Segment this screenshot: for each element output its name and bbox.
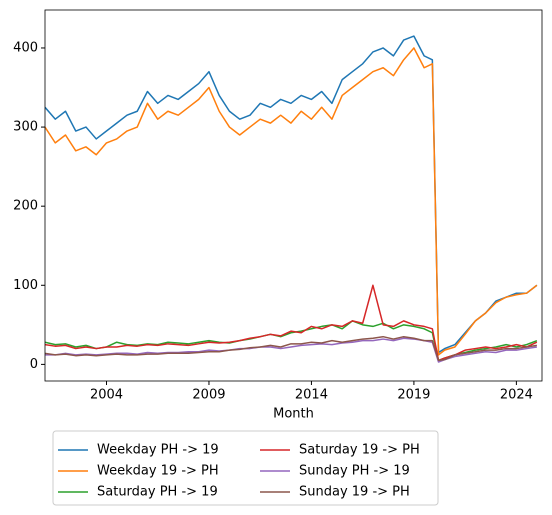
legend-label: Saturday 19 -> PH [299,443,420,458]
legend-label: Sunday PH -> 19 [299,464,410,479]
legend-label: Weekday 19 -> PH [97,464,219,479]
x-tick-label: 2024 [500,388,533,403]
x-tick-label: 2004 [90,388,123,403]
series-line [45,35,538,354]
x-axis-label: Month [273,407,314,422]
y-tick-label: 100 [13,278,38,293]
legend-label: Weekday PH -> 19 [97,443,219,458]
legend-box [52,430,439,506]
y-tick-label: 300 [13,120,38,135]
x-tick-label: 2014 [295,388,328,403]
plot-frame [44,9,543,382]
series-line [45,47,538,356]
legend-label: Saturday PH -> 19 [97,485,218,500]
plot-lines [45,35,538,363]
legend-label: Sunday 19 -> PH [299,485,410,500]
y-tick-label: 0 [30,357,38,372]
series-line [45,284,538,362]
x-tick-label: 2019 [397,388,430,403]
series-line [45,335,537,362]
x-tick-label: 2009 [192,388,225,403]
series-line [45,337,537,363]
y-tick-label: 400 [13,40,38,55]
y-tick-label: 200 [13,199,38,214]
